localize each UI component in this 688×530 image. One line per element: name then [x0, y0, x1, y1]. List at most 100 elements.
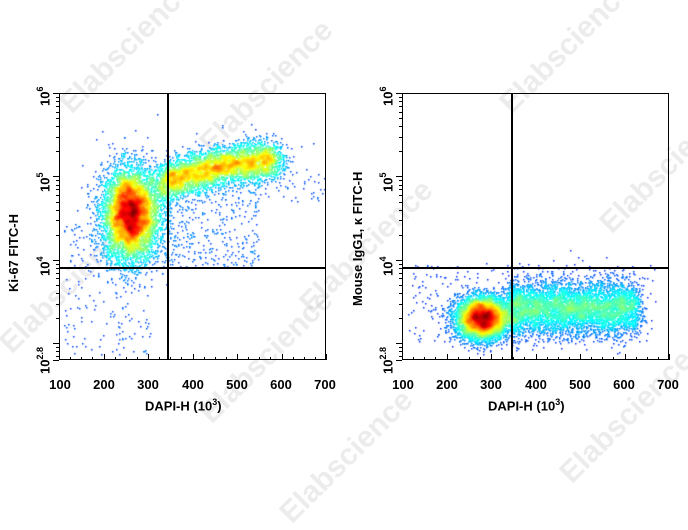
x-tick-mark — [513, 357, 515, 360]
y-tick-mark — [399, 272, 402, 274]
y-tick-mark — [399, 184, 402, 186]
x-tick-mark — [203, 357, 205, 360]
x-tick-mark — [314, 357, 316, 360]
x-tick-mark — [491, 354, 492, 360]
x-tick-mark — [225, 357, 227, 360]
y-tick-mark — [53, 93, 59, 94]
y-tick-mark — [53, 259, 59, 261]
x-tick-mark — [535, 354, 537, 360]
x-tick-label: 200 — [436, 377, 458, 392]
y-tick-mark — [399, 303, 402, 305]
x-tick-mark — [114, 357, 116, 360]
y-tick-mark — [399, 201, 402, 203]
x-tick-mark — [502, 357, 504, 360]
x-tick-label: 400 — [182, 377, 204, 392]
x-tick-label: 100 — [49, 377, 71, 392]
y-tick-mark — [396, 360, 402, 361]
y-tick-mark — [399, 220, 402, 222]
y-tick-mark — [399, 234, 402, 236]
y-tick-mark — [56, 284, 59, 286]
y-tick-mark — [56, 126, 59, 128]
y-tick-mark — [399, 293, 402, 295]
x-tick-label: 300 — [480, 377, 502, 392]
x-tick-mark — [270, 357, 272, 360]
y-tick-mark — [399, 101, 402, 103]
y-axis-label: Ki-67 FITC-H — [6, 214, 21, 292]
x-tick-mark — [181, 357, 183, 360]
y-tick-mark — [56, 303, 59, 305]
y-tick-mark — [56, 118, 59, 120]
x-tick-label: 600 — [613, 377, 635, 392]
y-tick-label: 105 — [35, 172, 53, 192]
y-tick-mark — [399, 209, 402, 211]
y-tick-mark — [56, 220, 59, 222]
x-tick-label: 300 — [137, 377, 159, 392]
x-tick-mark — [281, 354, 283, 360]
x-tick-mark — [580, 354, 581, 360]
x-tick-mark — [435, 357, 437, 360]
dot-plot-isotype — [402, 93, 668, 359]
x-tick-mark — [292, 357, 294, 360]
y-tick-mark — [56, 272, 59, 274]
y-tick-label: 102.8 — [378, 347, 396, 374]
x-tick-mark — [568, 357, 570, 360]
y-tick-mark — [53, 176, 59, 178]
x-tick-mark — [657, 357, 659, 360]
y-tick-mark — [399, 96, 402, 98]
y-tick-mark — [56, 263, 59, 265]
y-tick-mark — [56, 318, 59, 320]
y-tick-mark — [399, 189, 402, 191]
x-tick-mark — [602, 357, 604, 360]
x-tick-mark — [259, 357, 261, 360]
x-tick-mark — [248, 357, 250, 360]
y-tick-mark — [56, 180, 59, 182]
x-tick-mark — [457, 357, 459, 360]
y-tick-mark — [56, 105, 59, 107]
x-tick-label: 200 — [93, 377, 115, 392]
y-tick-mark — [56, 351, 59, 353]
x-axis-label: DAPI-H (103) — [488, 397, 565, 414]
quadrant-gate-vertical[interactable] — [167, 93, 169, 360]
y-tick-mark — [56, 201, 59, 203]
x-tick-mark — [81, 357, 83, 360]
y-tick-mark — [56, 234, 59, 236]
y-tick-mark — [399, 118, 402, 120]
x-tick-mark — [103, 354, 105, 360]
y-tick-mark — [399, 284, 402, 286]
x-tick-mark — [170, 357, 172, 360]
x-tick-mark — [446, 354, 448, 360]
y-tick-mark — [399, 267, 402, 269]
x-tick-label: 600 — [270, 377, 292, 392]
quadrant-gate-vertical[interactable] — [511, 93, 513, 360]
y-tick-mark — [56, 209, 59, 211]
quadrant-gate-horizontal[interactable] — [402, 267, 669, 269]
y-tick-mark — [56, 189, 59, 191]
x-axis-label: DAPI-H (103) — [145, 397, 222, 414]
x-tick-mark — [468, 357, 470, 360]
x-tick-mark — [546, 357, 548, 360]
x-tick-label: 500 — [226, 377, 248, 392]
quadrant-gate-horizontal[interactable] — [59, 267, 326, 269]
x-tick-label: 700 — [657, 377, 679, 392]
x-tick-mark — [326, 354, 327, 360]
y-tick-mark — [399, 180, 402, 182]
x-tick-mark — [70, 357, 72, 360]
x-tick-mark — [402, 354, 403, 360]
x-tick-mark — [613, 357, 615, 360]
y-tick-mark — [56, 96, 59, 98]
x-tick-mark — [557, 357, 559, 360]
y-tick-mark — [399, 126, 402, 128]
y-tick-mark — [396, 176, 402, 178]
y-tick-mark — [399, 136, 402, 138]
x-tick-mark — [59, 354, 60, 360]
x-tick-mark — [237, 354, 238, 360]
y-tick-mark — [56, 136, 59, 138]
watermark: Elabscience — [273, 383, 420, 530]
y-tick-mark — [399, 194, 402, 196]
y-axis-label: Mouse IgG1, κ FITC-H — [350, 171, 365, 306]
x-tick-label: 700 — [314, 377, 336, 392]
x-tick-label: 100 — [392, 377, 414, 392]
y-tick-mark — [56, 278, 59, 280]
y-tick-label: 106 — [35, 86, 53, 106]
y-tick-label: 106 — [378, 86, 396, 106]
